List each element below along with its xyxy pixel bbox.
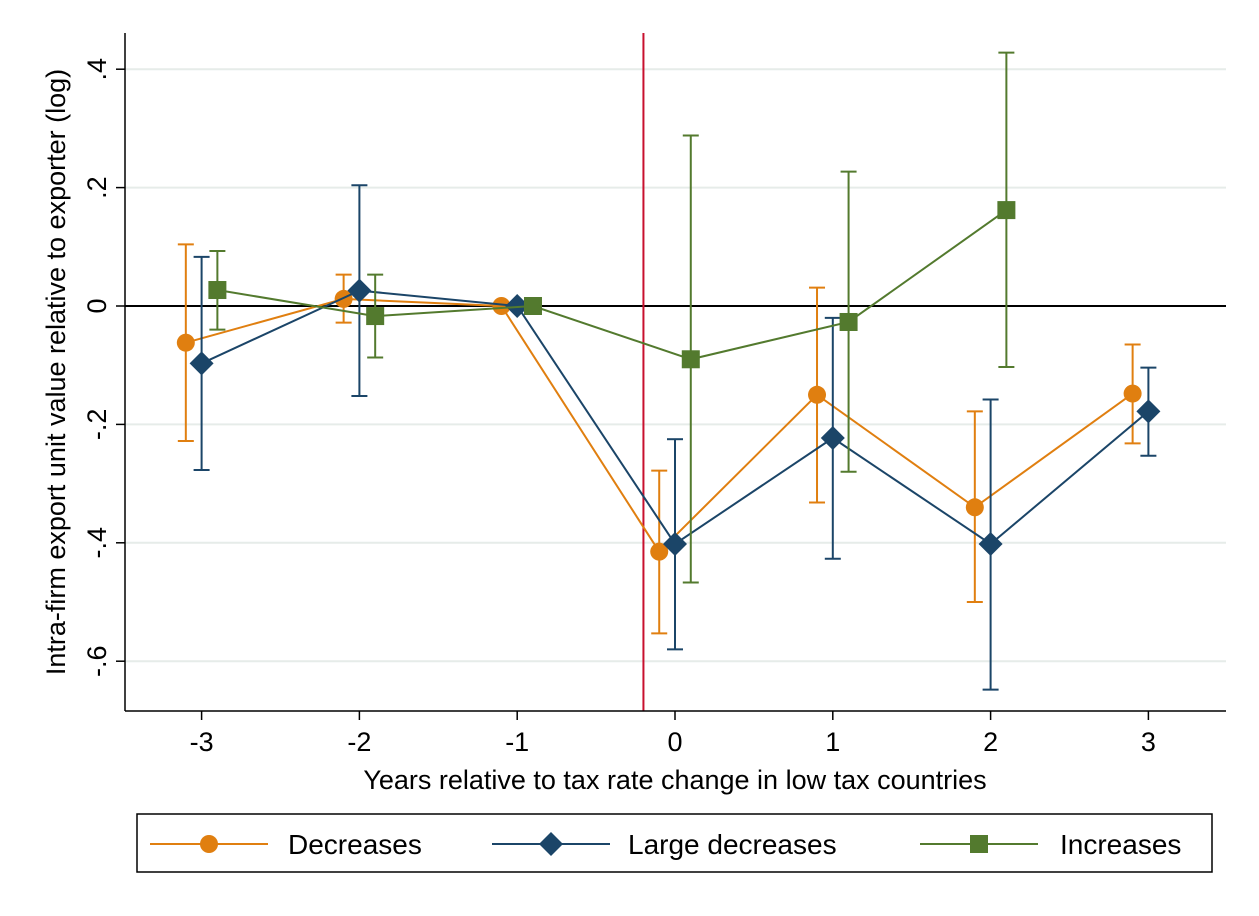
data-point [808,385,827,404]
y-tick-label: 0 [82,298,112,313]
data-point [650,542,669,561]
x-tick-label: 0 [667,727,682,757]
data-point [492,297,511,315]
legend-label: Large decreases [628,829,837,860]
legend: Decreases Large decreases Increases [136,813,1213,873]
data-point [505,294,530,318]
data-point [965,498,984,517]
ticks: -3 -2 -1 0 1 2 3 .4 .2 0 -.2 -.4 -.6 [82,58,1156,757]
y-tick-label: .4 [82,58,112,81]
y-tick-label: -.2 [82,409,112,441]
data-point [523,297,542,315]
data-point [978,531,1003,556]
series-increases [208,51,1016,584]
x-tick-label: -1 [505,727,529,757]
legend-label: Decreases [288,829,422,860]
data-point [820,426,845,451]
x-axis-title: Years relative to tax rate change in low… [363,765,986,795]
legend-marker [539,832,563,856]
data-point [1136,399,1161,424]
y-axis-title: Intra-firm export unit value relative to… [41,69,71,675]
data-point [347,278,372,303]
series-decreases [176,243,1142,635]
data-point [663,531,687,556]
x-tick-label: 3 [1141,727,1156,757]
series-line [217,209,1007,361]
y-tick-label: -.4 [82,527,112,559]
x-tick-label: -3 [190,727,214,757]
data-point [1123,384,1142,403]
legend-label: Increases [1060,829,1181,860]
series-layer [176,51,1161,691]
legend-marker [970,835,988,853]
series-large-decreases [189,184,1161,691]
data-point [681,350,700,369]
legend-item: Increases [920,829,1181,860]
x-tick-label: -2 [347,727,371,757]
data-point [839,312,858,331]
data-point [997,201,1016,220]
legend-marker [200,835,218,853]
data-point [176,333,195,352]
data-point [366,307,385,326]
y-tick-label: -.6 [82,645,112,677]
legend-item: Decreases [150,829,422,860]
data-point [189,351,214,376]
data-point [208,281,227,300]
y-tick-label: .2 [82,176,112,199]
gridlines [125,68,1226,663]
x-tick-label: 2 [983,727,998,757]
x-tick-label: 1 [825,727,840,757]
legend-item: Large decreases [492,829,837,860]
